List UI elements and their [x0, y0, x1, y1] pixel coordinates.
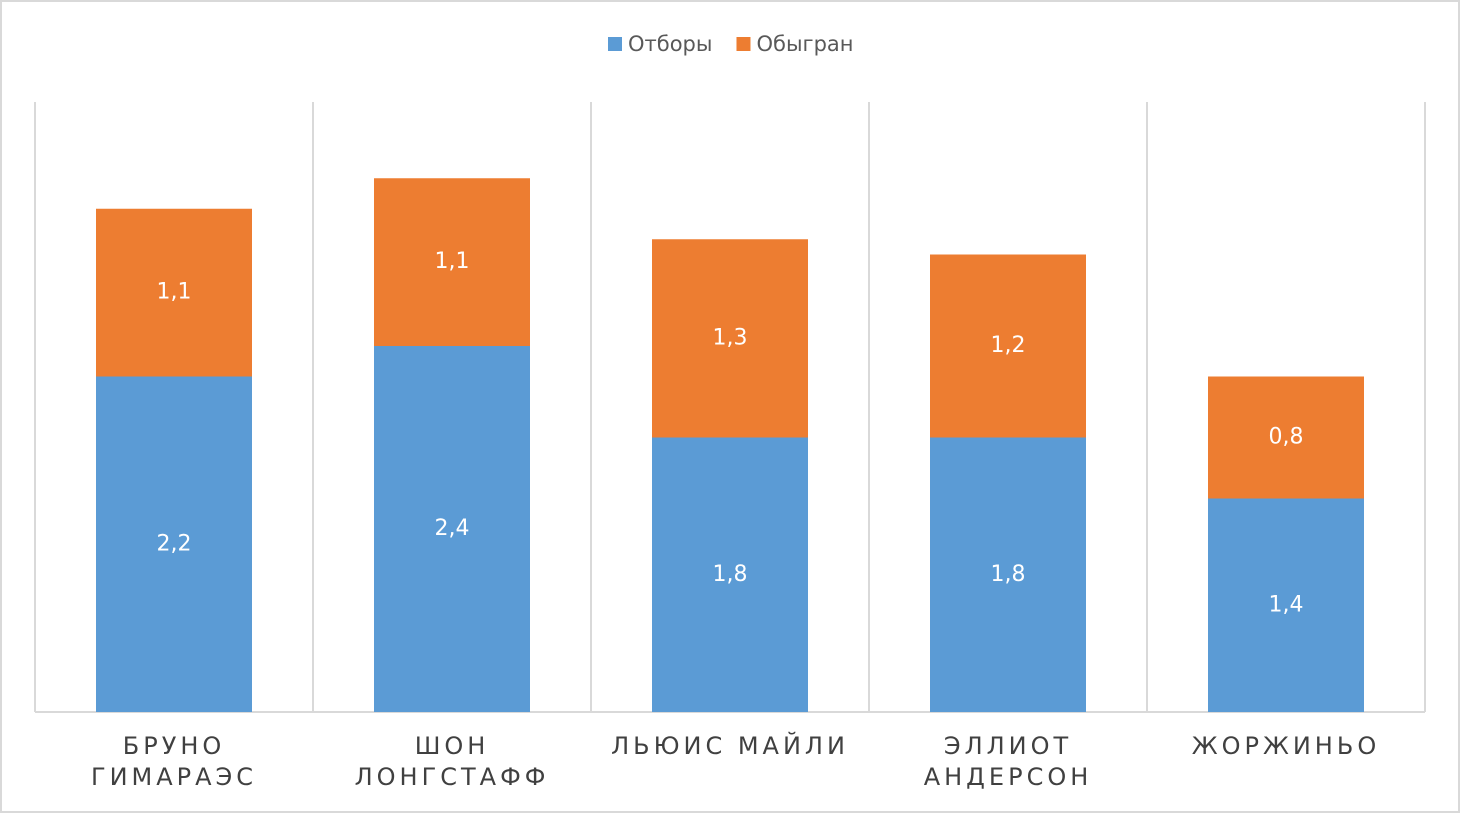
- data-label: 1,3: [713, 325, 748, 350]
- x-tick-label: БРУНО ГИМАРАЭС: [90, 732, 258, 791]
- bar-segment: [652, 239, 808, 438]
- data-label: 2,4: [435, 516, 470, 541]
- x-tick-label: ЭЛЛИОТ АНДЕРСОН: [923, 732, 1093, 791]
- x-tick-label: ЖОРЖИНЬО: [1191, 732, 1381, 760]
- data-label: 1,4: [1269, 592, 1304, 617]
- bar-segment: [96, 208, 252, 377]
- bar-segment: [374, 178, 530, 346]
- data-label: 0,8: [1269, 425, 1304, 450]
- x-tick-label: ЛЬЮИС МАЙЛИ: [611, 732, 849, 760]
- bar-segment: [96, 376, 252, 712]
- x-tick-label: ШОН ЛОНГСТАФФ: [354, 732, 550, 791]
- data-label: 1,1: [157, 280, 192, 305]
- data-label: 2,2: [157, 531, 192, 556]
- legend-swatch: [608, 37, 622, 51]
- legend-swatch: [736, 37, 751, 51]
- data-label: 1,8: [991, 562, 1026, 587]
- data-label: 1,2: [991, 333, 1026, 358]
- bar-segment: [930, 437, 1086, 712]
- legend-label: Отборы: [628, 32, 712, 56]
- bar-segment: [930, 254, 1086, 438]
- legend-label: Обыгран: [756, 32, 853, 56]
- data-label: 1,8: [713, 562, 748, 587]
- bar-segment: [1208, 376, 1364, 499]
- bar-segment: [1208, 498, 1364, 712]
- data-label: 1,1: [435, 249, 470, 274]
- bar-segment: [374, 346, 530, 712]
- bar-segment: [652, 437, 808, 712]
